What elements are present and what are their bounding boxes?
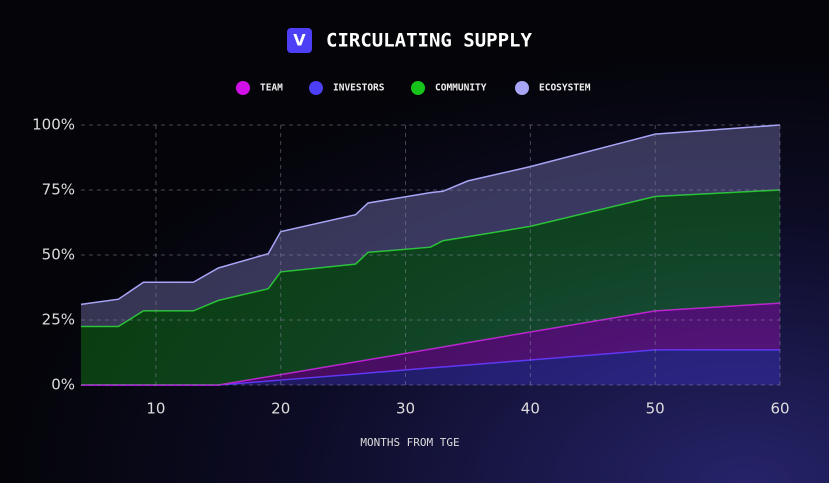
y-tick-label: 75% — [42, 181, 75, 199]
chart-title: CIRCULATING SUPPLY — [326, 30, 532, 52]
logo: V — [293, 31, 306, 50]
area — [81, 303, 780, 385]
area-line — [81, 189, 781, 328]
x-tick-label: 20 — [271, 400, 290, 418]
legend-swatch — [515, 81, 529, 95]
area — [81, 349, 780, 385]
legend-label: TEAM — [260, 83, 283, 94]
area-line — [81, 302, 781, 386]
x-tick-label: 60 — [770, 400, 789, 418]
x-axis-label: MONTHS FROM TGE — [360, 436, 459, 449]
x-tick-label: 40 — [521, 400, 540, 418]
y-tick-label: 0% — [51, 376, 75, 394]
area — [81, 125, 780, 327]
legend-label: INVESTORS — [333, 83, 385, 94]
logo-box — [287, 28, 312, 53]
legend-swatch — [236, 81, 250, 95]
x-tick-label: 10 — [146, 400, 165, 418]
y-tick-label: 25% — [42, 311, 75, 329]
y-tick-label: 100% — [32, 116, 75, 134]
x-tick-label: 30 — [396, 400, 415, 418]
legend-label: COMMUNITY — [435, 83, 487, 94]
y-tick-label: 50% — [42, 246, 75, 264]
x-tick-label: 50 — [646, 400, 665, 418]
area-line — [80, 124, 781, 306]
legend-label: ECOSYSTEM — [539, 83, 591, 94]
area — [81, 190, 780, 385]
legend-swatch — [309, 81, 323, 95]
legend-swatch — [411, 81, 425, 95]
